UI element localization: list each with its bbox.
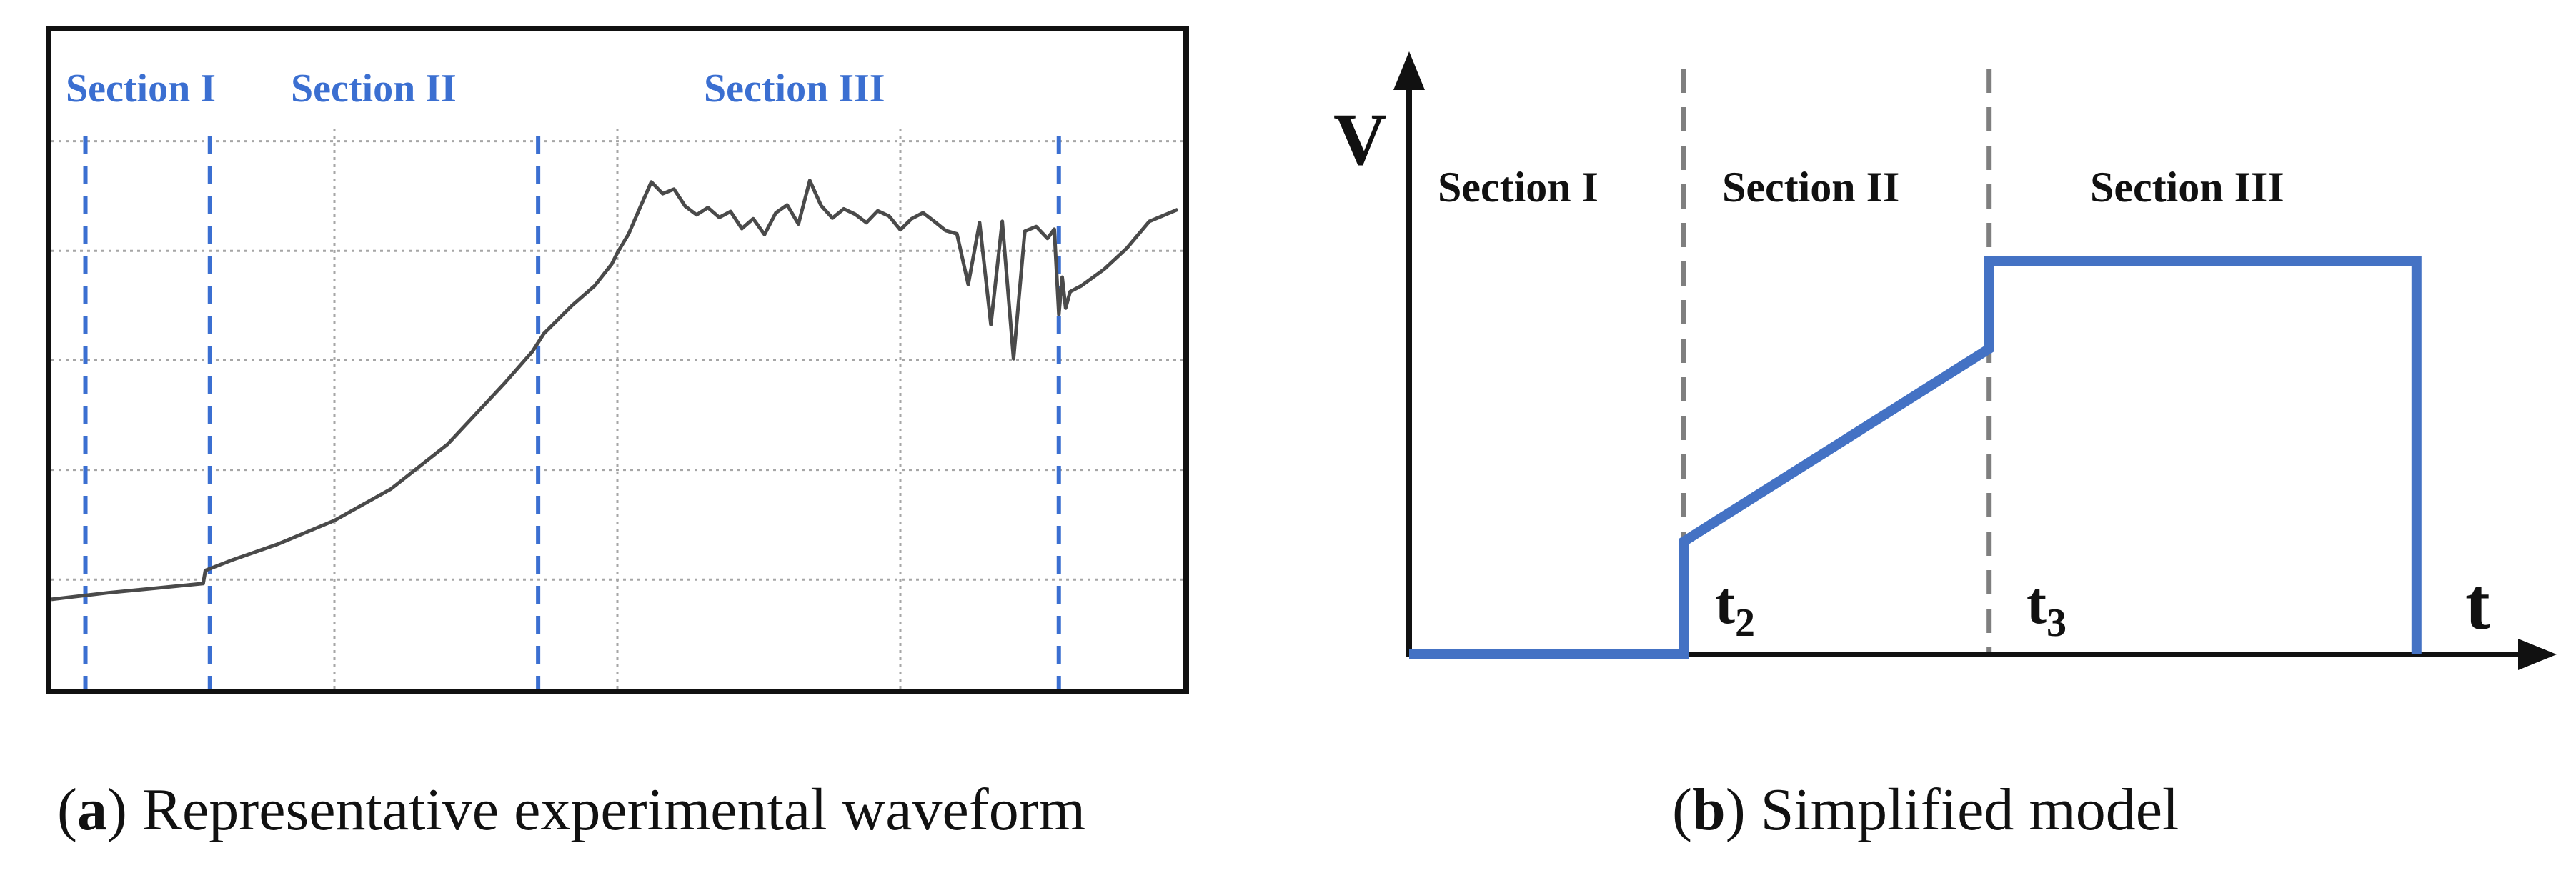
panel-b-section-dividers [1681, 69, 1992, 652]
panel-b-section-i-label: Section I [1438, 164, 1598, 211]
panel-a-section-ii-label: Section II [291, 66, 457, 111]
caption-panel-b: (b) Simplified model [1672, 780, 2179, 840]
panel-b-x-axis-arrowhead [2518, 639, 2557, 670]
caption-b-letter: b [1691, 777, 1726, 843]
panel-b-tick-label-t2: t2 [1715, 570, 1755, 645]
caption-panel-a: (a) Representative experimental waveform [57, 780, 1085, 840]
panel-b-section-ii-label: Section II [1722, 164, 1899, 211]
panel-b-tick-t2-sub: 2 [1735, 601, 1755, 645]
panel-b-simplified-model: V t Section I Section II Section III t2 … [1333, 51, 2557, 670]
panel-b-y-axis-arrowhead [1393, 51, 1425, 90]
panel-b-tick-t3-sub: 3 [2047, 601, 2067, 645]
caption-b-close: ) [1725, 777, 1746, 843]
panel-a-section-i-label: Section I [66, 66, 216, 111]
caption-a-close: ) [106, 777, 127, 843]
caption-a-open: ( [57, 777, 77, 843]
panel-b-tick-label-t3: t3 [2027, 570, 2067, 645]
panel-a-waveform-chart: Section I Section II Section III [46, 26, 1189, 694]
caption-b-text: Simplified model [1745, 777, 2179, 843]
panel-a-grid [51, 129, 1183, 689]
panel-b-x-axis-label: t [2465, 563, 2490, 645]
panel-b-tick-t3-base: t [2027, 570, 2047, 637]
caption-b-open: ( [1672, 777, 1692, 843]
panel-b-tick-t2-base: t [1715, 570, 1735, 637]
panel-b-model-signal-line [1409, 256, 2422, 659]
panel-a-waveform-line [51, 179, 1179, 602]
caption-a-text: Representative experimental waveform [126, 777, 1086, 843]
panel-a-section-iii-label: Section III [704, 66, 885, 111]
caption-a-letter: a [76, 777, 107, 843]
panel-b-section-iii-label: Section III [2090, 164, 2284, 211]
panel-b-y-axis-label: V [1333, 99, 1387, 181]
